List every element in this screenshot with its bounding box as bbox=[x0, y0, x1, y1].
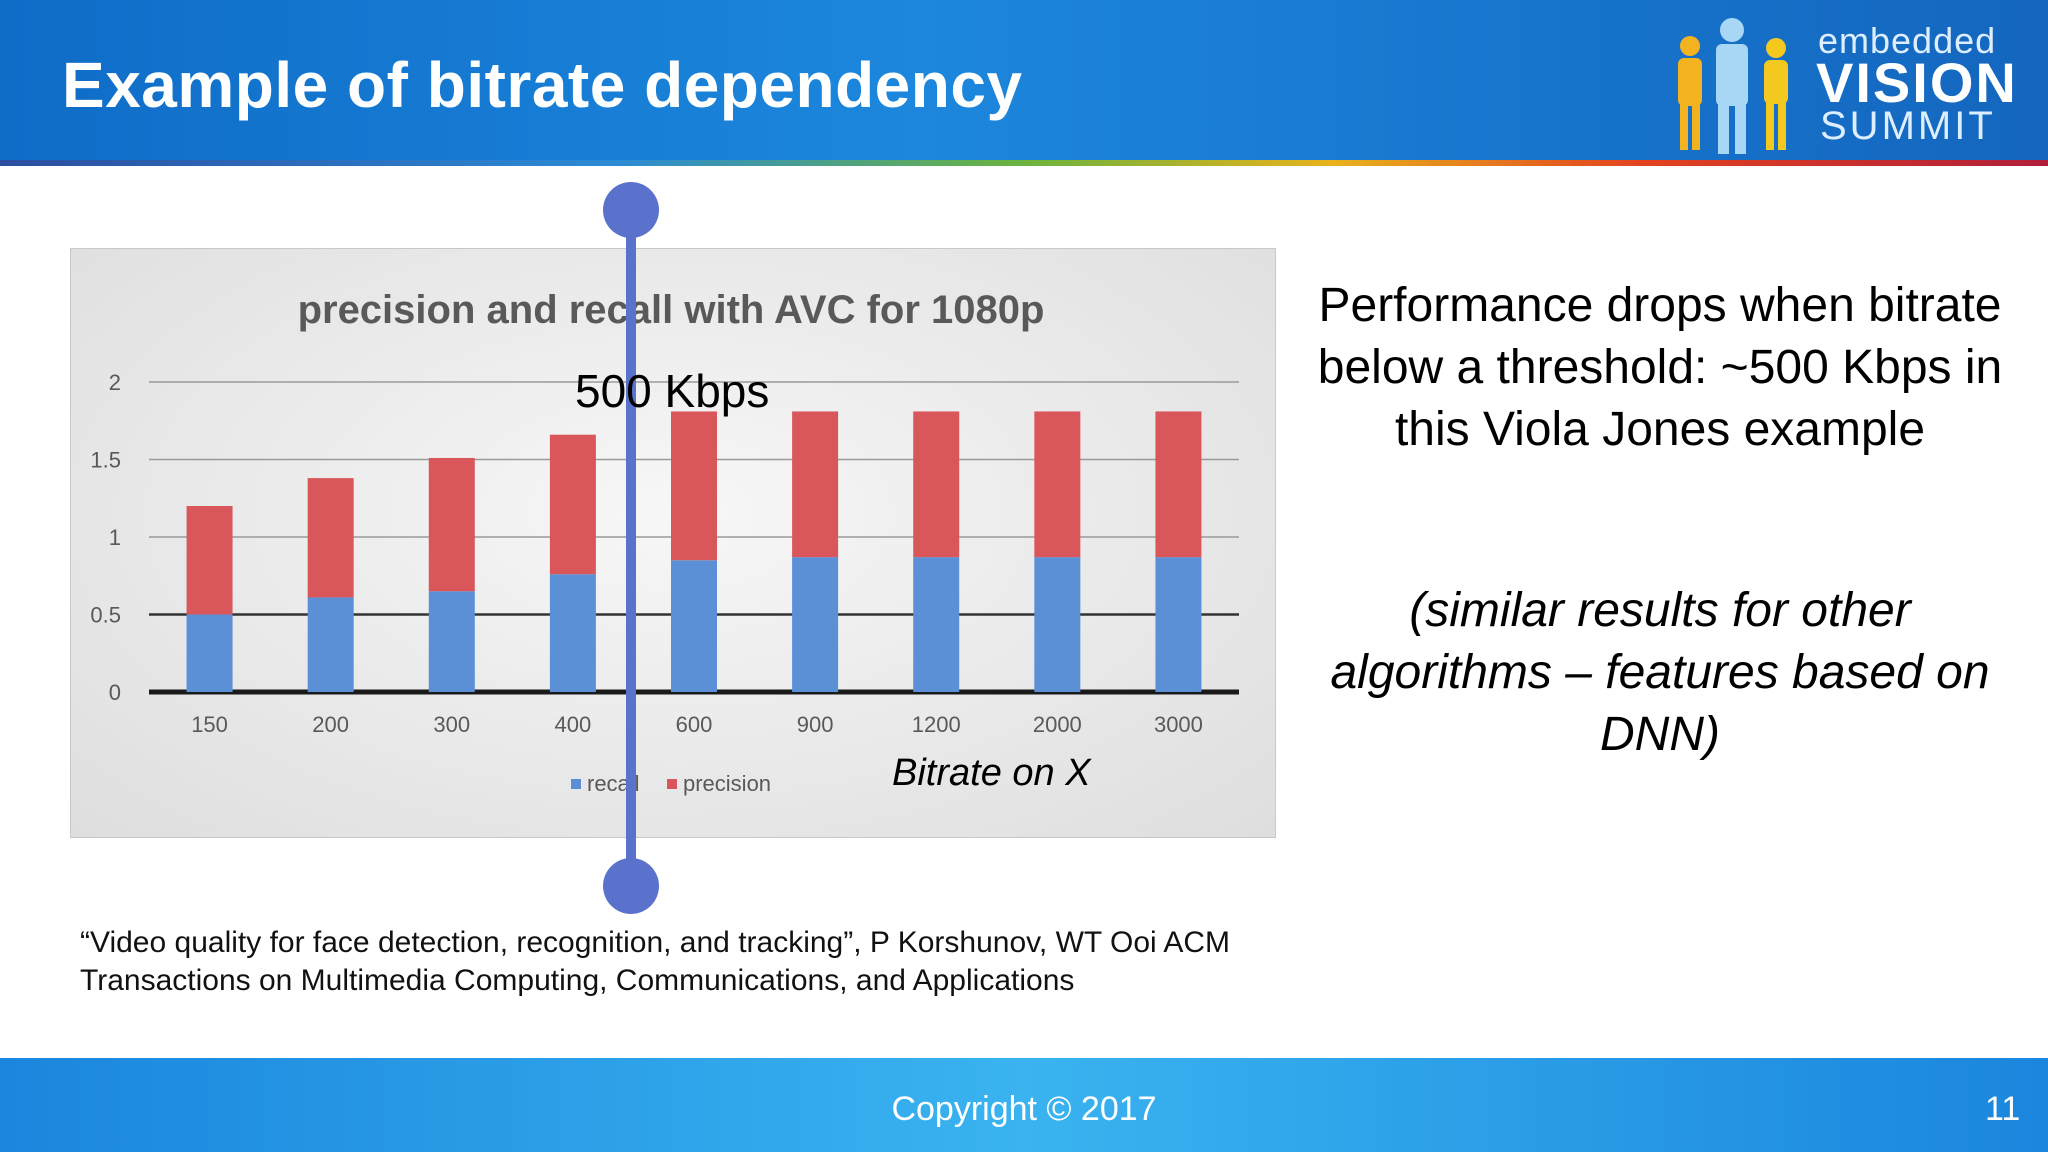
legend-swatch-precision bbox=[667, 779, 677, 789]
logo-text-summit: SUMMIT bbox=[1820, 104, 1996, 148]
x-tick-label: 400 bbox=[555, 712, 592, 737]
bar-recall-400 bbox=[549, 574, 596, 692]
bar-precision-600 bbox=[671, 411, 717, 561]
bar-recall-150 bbox=[186, 614, 233, 692]
bar-recall-2000 bbox=[1034, 557, 1081, 692]
x-tick-label: 3000 bbox=[1154, 712, 1203, 737]
x-tick-label: 2000 bbox=[1033, 712, 1082, 737]
event-logo: embedded VISION SUMMIT bbox=[1660, 10, 2020, 158]
stacked-bar-chart: precision and recall with AVC for 1080p … bbox=[90, 288, 1239, 796]
bar-recall-1200 bbox=[913, 557, 960, 692]
x-tick-label: 600 bbox=[676, 712, 713, 737]
threshold-marker-line bbox=[626, 210, 636, 886]
bar-recall-200 bbox=[307, 597, 354, 692]
summary-text: Performance drops when bitrate below a t… bbox=[1317, 279, 2003, 456]
citation-text: “Video quality for face detection, recog… bbox=[80, 926, 1231, 997]
people-figures-icon bbox=[1678, 18, 1788, 154]
logo-text-embedded: embedded bbox=[1818, 20, 1997, 61]
x-axis-note: Bitrate on X bbox=[892, 752, 1091, 794]
slide-header bbox=[0, 0, 2048, 160]
x-tick-label: 1200 bbox=[912, 712, 961, 737]
slide-footer bbox=[0, 1058, 2048, 1152]
bar-recall-600 bbox=[671, 560, 717, 692]
x-tick-label: 300 bbox=[433, 712, 470, 737]
bar-precision-300 bbox=[428, 457, 475, 592]
copyright-text: Copyright © 2017 bbox=[891, 1090, 1157, 1128]
y-tick-label: 0.5 bbox=[90, 603, 121, 628]
x-tick-label: 200 bbox=[312, 712, 349, 737]
bar-precision-3000 bbox=[1155, 411, 1202, 558]
y-tick-label: 2 bbox=[109, 370, 121, 395]
y-tick-label: 1 bbox=[109, 525, 121, 550]
y-tick-label: 0 bbox=[109, 680, 121, 705]
slide-title: Example of bitrate dependency bbox=[62, 49, 1023, 121]
header-stripe bbox=[0, 160, 2048, 166]
bar-precision-900 bbox=[792, 411, 839, 558]
x-tick-label: 150 bbox=[191, 712, 228, 737]
chart-title: precision and recall with AVC for 1080p bbox=[298, 288, 1045, 332]
threshold-marker-top-handle bbox=[603, 182, 659, 238]
legend-swatch-recall bbox=[571, 779, 581, 789]
bar-recall-900 bbox=[792, 557, 839, 692]
y-tick-label: 1.5 bbox=[90, 448, 121, 473]
logo-text-vision: VISION bbox=[1816, 51, 2018, 114]
page-number: 11 bbox=[1985, 1090, 2021, 1128]
threshold-label: 500 Kbps bbox=[575, 365, 770, 417]
bar-precision-200 bbox=[307, 478, 354, 598]
bar-precision-400 bbox=[549, 434, 596, 575]
legend-label-precision: precision bbox=[683, 771, 771, 796]
threshold-marker-bottom-handle bbox=[603, 858, 659, 914]
bar-precision-150 bbox=[186, 506, 233, 615]
bar-recall-300 bbox=[428, 591, 475, 692]
bar-recall-3000 bbox=[1155, 557, 1202, 692]
bar-precision-2000 bbox=[1034, 411, 1081, 558]
note-text: (similar results for other algorithms – … bbox=[1330, 584, 1990, 761]
bar-precision-1200 bbox=[913, 411, 960, 558]
x-tick-label: 900 bbox=[797, 712, 834, 737]
chart-image: precision and recall with AVC for 1080p … bbox=[70, 248, 1276, 838]
